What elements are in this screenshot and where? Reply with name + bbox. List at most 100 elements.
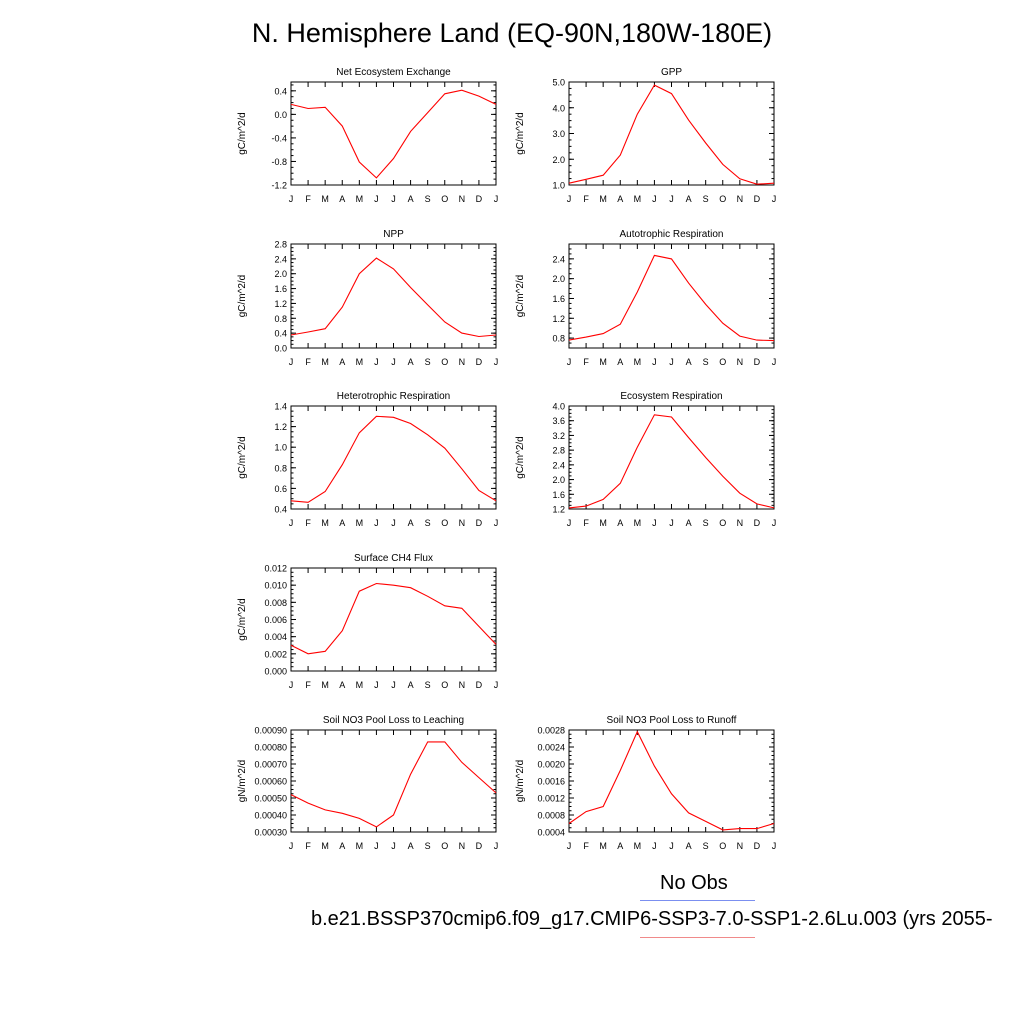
x-tick-label: A xyxy=(339,518,345,528)
series-line xyxy=(290,415,497,503)
y-axis-label: gC/m^2/d xyxy=(515,275,526,318)
y-tick-label: -0.8 xyxy=(271,157,287,167)
x-tick-label: N xyxy=(737,194,744,204)
y-axis-label: gN/m^2/d xyxy=(237,760,248,803)
y-tick-label: 0.00080 xyxy=(254,743,287,753)
x-tick-label: A xyxy=(686,357,692,367)
x-tick-label: S xyxy=(425,841,431,851)
y-tick-label: 0.00090 xyxy=(254,726,287,736)
chart-panel-1: Net Ecosystem Exchange gC/m^2/d -1.2 -0.8 -0… xyxy=(237,67,498,204)
x-tick-label: F xyxy=(305,841,311,851)
y-tick-label: 0.0008 xyxy=(537,811,565,821)
x-tick-label: A xyxy=(339,357,345,367)
x-tick-label: D xyxy=(476,841,483,851)
x-tick-label: S xyxy=(425,357,431,367)
x-tick-label: M xyxy=(321,680,329,690)
x-tick-label: S xyxy=(425,680,431,690)
x-tick-label: A xyxy=(408,841,414,851)
y-tick-label: 1.0 xyxy=(552,181,565,191)
y-tick-label: 0.0 xyxy=(274,344,287,354)
x-tick-label: F xyxy=(305,518,311,528)
x-tick-label: O xyxy=(719,194,726,204)
y-axis-label: gC/m^2/d xyxy=(237,112,248,155)
x-tick-label: D xyxy=(476,194,483,204)
x-tick-label: F xyxy=(583,194,589,204)
chart-panel-9: Soil NO3 Pool Loss to Runoff gN/m^2/d 0.00… xyxy=(515,715,776,851)
series-line xyxy=(568,730,775,831)
x-tick-label: D xyxy=(476,680,483,690)
x-tick-label: N xyxy=(459,357,466,367)
plot-frame xyxy=(290,243,497,349)
y-tick-label: 0.006 xyxy=(264,615,287,625)
y-tick-label: 0.4 xyxy=(274,329,287,339)
y-tick-label: -0.4 xyxy=(271,133,287,143)
x-tick-label: J xyxy=(494,680,499,690)
plot-frame xyxy=(290,81,497,186)
y-tick-label: 1.0 xyxy=(274,443,287,453)
y-axis-label: gC/m^2/d xyxy=(237,436,248,479)
x-tick-label: N xyxy=(737,841,744,851)
x-tick-label: A xyxy=(617,357,623,367)
x-tick-label: J xyxy=(652,194,657,204)
y-axis-label: gN/m^2/d xyxy=(515,760,526,803)
y-tick-label: 0.00040 xyxy=(254,811,287,821)
y-tick-label: 1.2 xyxy=(274,299,287,309)
x-tick-label: M xyxy=(356,680,364,690)
x-tick-label: M xyxy=(356,841,364,851)
x-tick-label: A xyxy=(408,357,414,367)
x-tick-label: J xyxy=(494,357,499,367)
x-tick-label: F xyxy=(583,357,589,367)
x-tick-label: A xyxy=(686,194,692,204)
x-tick-label: J xyxy=(772,841,777,851)
x-tick-label: J xyxy=(289,841,294,851)
x-tick-label: J xyxy=(652,518,657,528)
x-tick-label: J xyxy=(374,841,379,851)
x-tick-label: S xyxy=(703,194,709,204)
y-tick-label: 0.8 xyxy=(274,314,287,324)
x-tick-label: J xyxy=(391,841,396,851)
x-tick-label: A xyxy=(617,194,623,204)
y-tick-label: 4.0 xyxy=(552,402,565,412)
y-tick-label: 1.4 xyxy=(274,402,287,412)
x-tick-label: O xyxy=(441,841,448,851)
series-line xyxy=(290,582,497,655)
series-line xyxy=(290,741,497,828)
y-tick-label: 4.0 xyxy=(552,103,565,113)
chart-title: Net Ecosystem Exchange xyxy=(336,67,451,78)
y-tick-label: 0.0012 xyxy=(537,794,565,804)
x-tick-label: A xyxy=(617,518,623,528)
chart-panel-8: Soil NO3 Pool Loss to Leaching gN/m^2/d 0.… xyxy=(237,715,498,851)
x-tick-label: M xyxy=(634,841,642,851)
chart-title: Soil NO3 Pool Loss to Leaching xyxy=(323,715,464,726)
x-tick-label: J xyxy=(289,680,294,690)
y-tick-label: 2.4 xyxy=(274,254,287,264)
x-tick-label: M xyxy=(321,194,329,204)
x-tick-label: J xyxy=(374,357,379,367)
chart-panel-7: Surface CH4 Flux gC/m^2/d 0.000 0.002 0.004 0… xyxy=(237,553,498,690)
y-tick-label: 0.004 xyxy=(264,632,287,642)
x-tick-label: J xyxy=(669,357,674,367)
x-tick-label: J xyxy=(289,357,294,367)
x-tick-label: M xyxy=(599,194,607,204)
x-tick-label: M xyxy=(634,518,642,528)
y-tick-label: 1.6 xyxy=(552,294,565,304)
y-tick-label: 1.2 xyxy=(552,314,565,324)
x-tick-label: J xyxy=(374,680,379,690)
y-axis-label: gC/m^2/d xyxy=(515,112,526,155)
y-tick-label: 0.0024 xyxy=(537,743,565,753)
x-tick-label: M xyxy=(634,194,642,204)
plot-frame xyxy=(290,567,497,672)
y-tick-label: 0.000 xyxy=(264,667,287,677)
y-axis-label: gC/m^2/d xyxy=(237,598,248,641)
plot-frame xyxy=(568,405,775,510)
x-tick-label: M xyxy=(599,518,607,528)
series-line xyxy=(290,89,497,179)
x-tick-label: S xyxy=(703,518,709,528)
y-tick-label: 3.2 xyxy=(552,431,565,441)
chart-title: Ecosystem Respiration xyxy=(620,391,722,402)
x-tick-label: F xyxy=(583,841,589,851)
x-tick-label: N xyxy=(737,357,744,367)
x-tick-label: M xyxy=(356,518,364,528)
